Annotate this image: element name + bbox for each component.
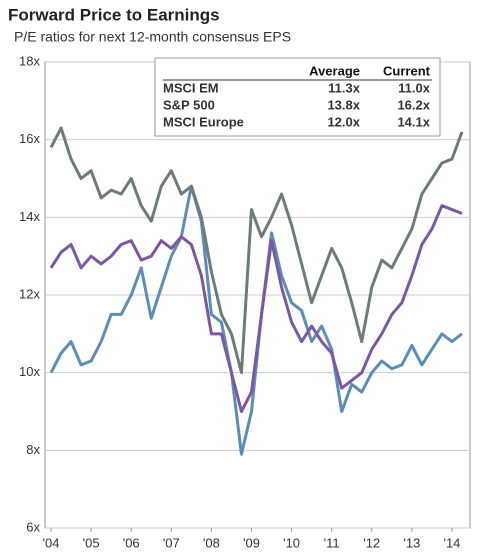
legend-box	[154, 57, 441, 137]
legend-name: S&P 500	[163, 97, 215, 112]
x-tick-label: '10	[283, 535, 300, 550]
x-tick-label: '04	[43, 535, 60, 550]
table-header: Current	[383, 63, 431, 78]
y-tick-label: 16x	[19, 131, 40, 146]
legend-name: MSCI Europe	[163, 114, 244, 129]
x-tick-label: '05	[83, 535, 100, 550]
x-tick-label: '07	[163, 535, 180, 550]
x-tick-label: '09	[243, 535, 260, 550]
x-tick-label: '06	[123, 535, 140, 550]
x-tick-label: '11	[324, 535, 340, 550]
table-header: Average	[309, 63, 360, 78]
legend-average: 13.8x	[327, 97, 360, 112]
chart-title: Forward Price to Earnings	[8, 5, 220, 24]
series-line	[49, 204, 463, 413]
y-tick-label: 8x	[26, 442, 40, 457]
legend-average: 12.0x	[327, 114, 360, 129]
x-tick-label: '08	[203, 535, 220, 550]
legend-average: 11.3x	[328, 80, 361, 95]
legend-current: 16.2x	[397, 97, 430, 112]
y-tick-label: 12x	[19, 286, 40, 301]
x-tick-label: '12	[363, 535, 380, 550]
y-tick-label: 6x	[26, 519, 40, 534]
x-tick-label: '13	[403, 535, 420, 550]
legend-current: 14.1x	[397, 114, 430, 129]
chart-subtitle: P/E ratios for next 12-month consensus E…	[14, 29, 291, 45]
legend-current: 11.0x	[398, 80, 431, 95]
y-tick-label: 18x	[19, 53, 40, 68]
y-tick-label: 10x	[19, 364, 40, 379]
x-tick-label: '14	[443, 535, 460, 550]
series-line	[49, 126, 464, 375]
y-tick-label: 14x	[19, 209, 40, 224]
legend-name: MSCI EM	[163, 80, 219, 95]
